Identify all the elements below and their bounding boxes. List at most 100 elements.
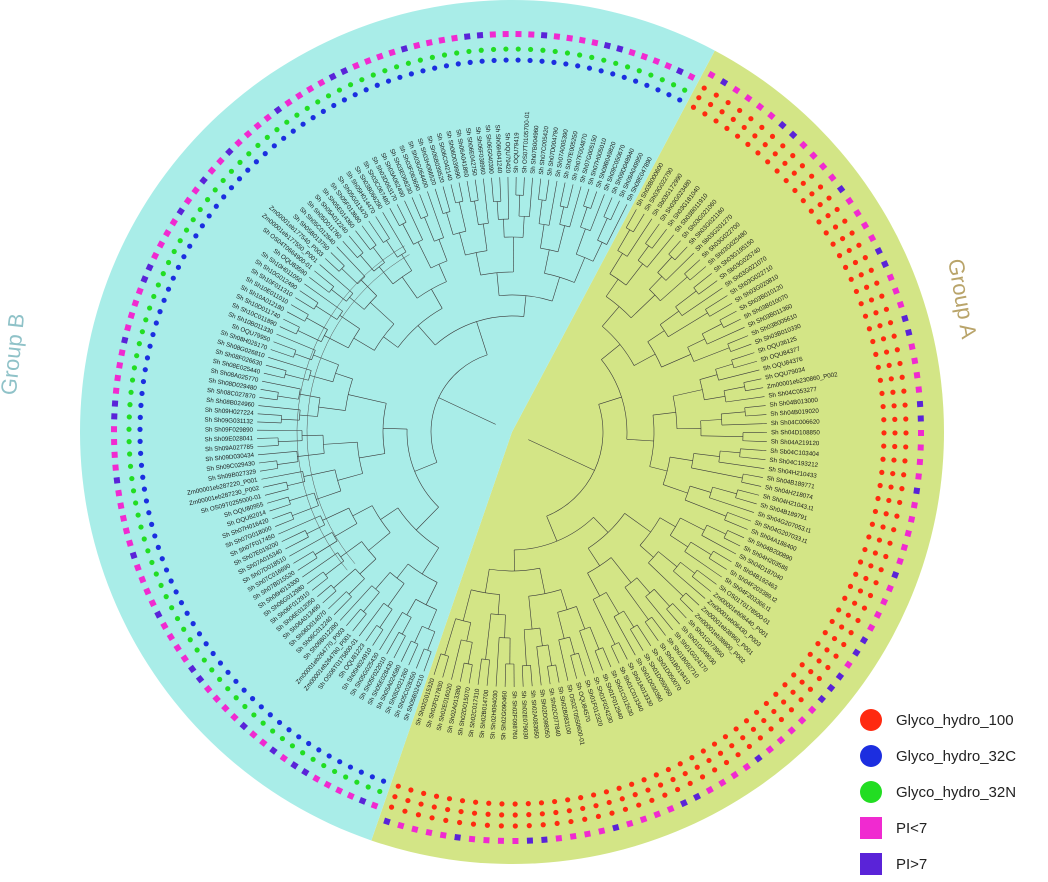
domain-marker [225,670,230,675]
domain-marker [818,184,823,189]
domain-marker [866,534,871,539]
domain-marker [539,800,544,805]
domain-marker [846,613,851,618]
domain-marker [789,707,794,712]
domain-marker [366,784,371,789]
domain-marker [294,113,299,118]
domain-marker [134,353,139,358]
domain-marker [878,483,883,488]
legend-swatch-green-circle [860,781,882,803]
domain-marker [867,326,872,331]
domain-marker [655,87,660,92]
domain-marker [892,444,897,449]
domain-marker [171,276,176,281]
domain-marker [878,378,883,383]
domain-marker [840,236,845,241]
domain-marker [149,522,154,527]
domain-marker [187,244,192,249]
domain-marker [193,233,198,238]
domain-marker [809,209,814,214]
domain-marker [897,361,902,366]
domain-marker [442,52,447,57]
domain-marker [306,741,311,746]
domain-marker [589,55,594,60]
domain-marker [578,795,583,800]
domain-marker [790,153,795,158]
legend-item-glyco-hydro-100: Glyco_hydro_100 [860,702,1040,738]
domain-marker [499,823,504,828]
domain-marker [270,728,275,733]
domain-marker [884,307,889,312]
domain-marker [901,472,906,477]
domain-marker [853,260,858,265]
domain-marker [421,791,426,796]
domain-marker [321,763,326,768]
domain-marker [154,571,159,576]
pi-marker [914,372,921,379]
domain-marker [214,204,219,209]
domain-marker [290,743,295,748]
domain-marker [808,687,813,692]
domain-marker [637,68,642,73]
domain-marker [563,61,568,66]
domain-marker [836,607,841,612]
domain-marker [894,514,899,519]
pi-marker [425,829,432,836]
domain-marker [377,789,382,794]
domain-marker [147,305,152,310]
domain-marker [432,66,437,71]
domain-marker [862,605,867,610]
domain-marker [418,58,423,63]
domain-marker [255,143,260,148]
domain-marker [644,83,649,88]
domain-marker [752,133,757,138]
domain-marker [799,679,804,684]
domain-marker [207,213,212,218]
domain-marker [458,809,463,814]
domain-marker [197,631,202,636]
domain-marker [316,747,321,752]
pi-marker [579,37,586,44]
domain-marker [526,812,531,817]
domain-marker [326,93,331,98]
domain-marker [188,637,193,642]
domain-marker [689,755,694,760]
domain-marker [540,811,545,816]
domain-marker [430,55,435,60]
domain-marker [604,789,609,794]
domain-marker [593,803,598,808]
domain-marker [842,596,847,601]
domain-marker [582,817,587,822]
domain-marker [202,657,207,662]
pi-marker [113,387,120,394]
domain-marker [408,787,413,792]
pi-marker [918,415,924,421]
domain-marker [151,294,156,299]
domain-marker [892,430,897,435]
domain-marker [181,627,186,632]
pi-marker [918,444,924,450]
domain-marker [695,765,700,770]
domain-marker [127,402,132,407]
domain-marker [284,120,289,125]
domain-marker [472,811,477,816]
domain-marker [877,537,882,542]
domain-marker [443,818,448,823]
domain-marker [718,751,723,756]
legend-label: PI<7 [896,820,927,837]
domain-marker [773,692,778,697]
domain-marker [792,171,797,176]
pi-marker [566,35,573,42]
domain-marker [771,709,776,714]
domain-marker [662,793,667,798]
domain-marker [234,695,239,700]
domain-marker [702,85,707,90]
domain-marker [528,47,533,52]
domain-marker [144,498,149,503]
domain-marker [503,57,508,62]
domain-marker [126,427,131,432]
pi-marker [528,31,534,37]
domain-marker [527,58,532,63]
domain-marker [636,802,641,807]
domain-marker [870,339,875,344]
